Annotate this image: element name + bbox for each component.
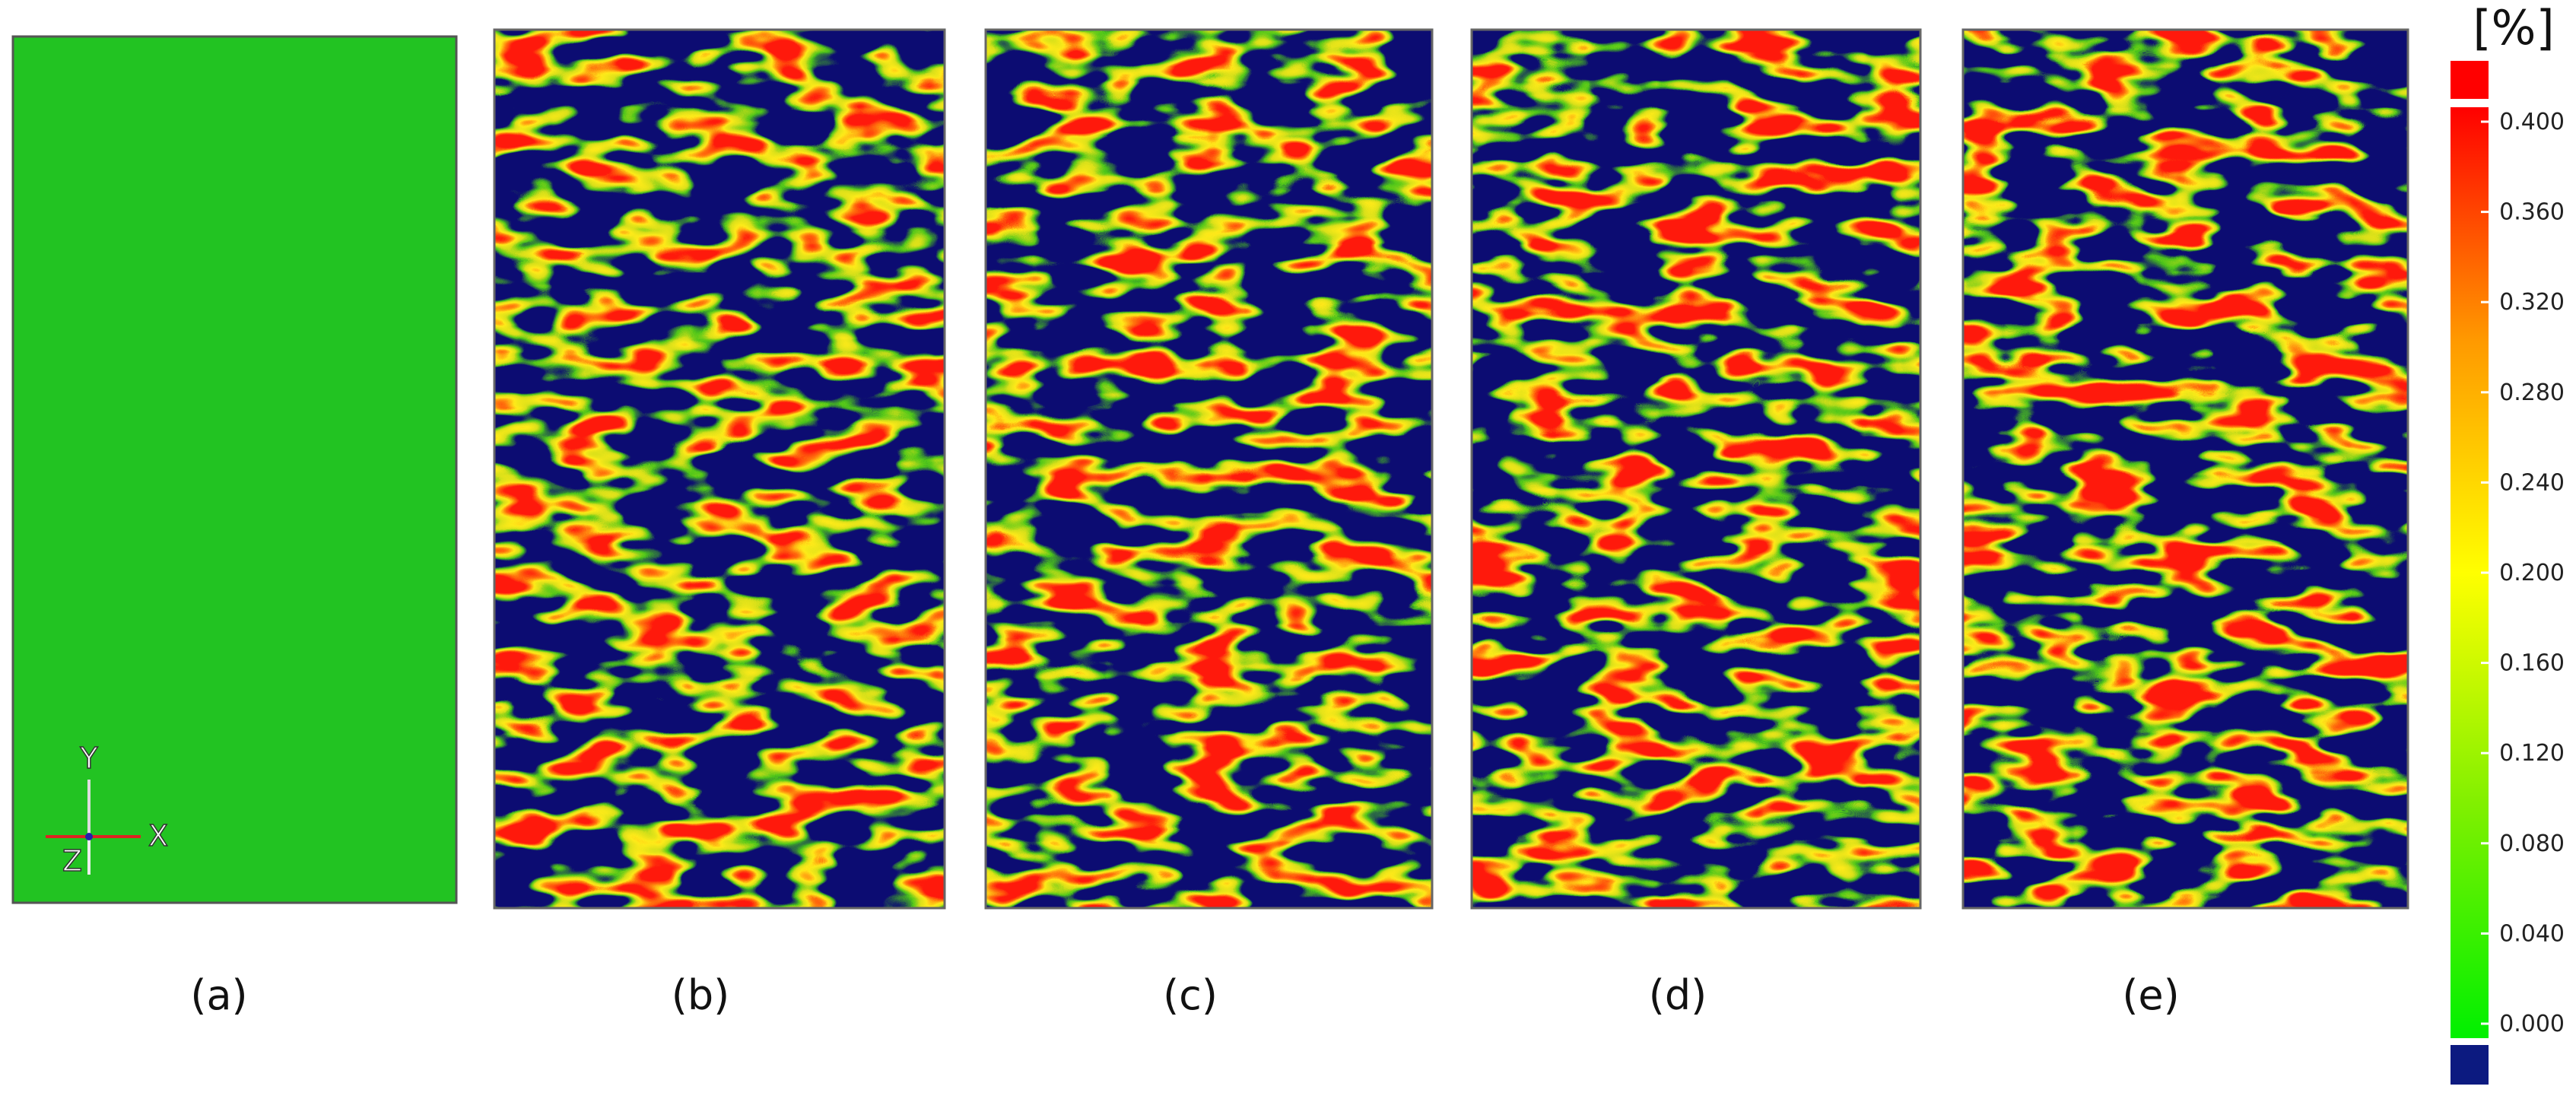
colorbar-tick-label: 0.360 [2499,199,2565,226]
colorbar-tick-label: 0.160 [2499,650,2565,677]
colorbar-tick-label: 0.240 [2499,469,2565,496]
panel-field [494,30,945,908]
colorbar-tick-label: 0.280 [2499,380,2565,406]
colorbar-tick-label: 0.400 [2499,109,2565,135]
panel-a-field [11,35,458,904]
triad-y: Y [79,742,98,775]
panel-label: (e) [2122,971,2179,1019]
panel-border [1470,28,1922,910]
axes-triad: Y X Z [46,741,169,878]
panel-border [984,28,1434,910]
panel-border [493,28,946,910]
colorbar-tick-label: 0.000 [2499,1011,2565,1037]
colorbar-unit: [%] [2473,0,2554,56]
colorbar-tick-label: 0.200 [2499,560,2565,586]
panel-label: (a) [190,971,247,1019]
colorbar-tick-label: 0.040 [2499,920,2565,947]
panel-label: (b) [672,971,729,1019]
panel-field [1472,30,1920,908]
colorbar-over [2451,61,2489,99]
colorbar-under [2451,1045,2489,1085]
panel-field [1963,30,2408,908]
colorbar-tick-label: 0.080 [2499,831,2565,857]
triad-x: X [148,819,168,853]
panel-field [986,30,1432,908]
colorbar-tick-label: 0.320 [2499,289,2565,316]
panel-label: (c) [1163,971,1218,1019]
panel-border [1961,28,2409,910]
triad-z: Z [62,844,82,878]
panel-label: (d) [1649,971,1707,1019]
colorbar-tick-label: 0.120 [2499,740,2565,767]
